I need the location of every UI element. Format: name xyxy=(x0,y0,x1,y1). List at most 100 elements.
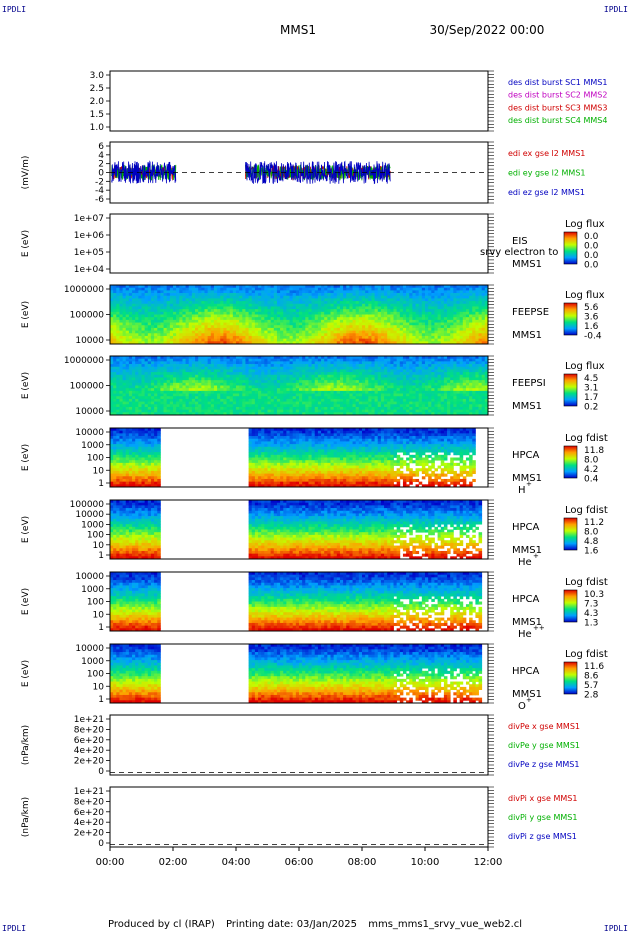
heatmap-cell xyxy=(355,377,360,381)
heatmap-cell xyxy=(447,290,451,294)
heatmap-cell xyxy=(267,327,272,331)
heatmap-cell xyxy=(478,335,483,340)
heatmap-cell xyxy=(384,341,388,345)
heatmap-cell xyxy=(321,327,325,331)
heatmap-cell xyxy=(236,406,240,411)
heatmap-cell xyxy=(286,303,290,307)
heatmap-cell xyxy=(245,335,249,340)
heatmap-cell xyxy=(406,361,410,365)
heatmap-cell xyxy=(258,338,262,342)
heatmap-cell xyxy=(185,301,190,305)
heatmap-cell xyxy=(242,298,246,302)
heatmap-cell xyxy=(484,293,489,297)
heatmap-cell xyxy=(462,322,467,326)
heatmap-cell xyxy=(135,330,139,334)
heatmap-cell xyxy=(236,361,240,365)
heatmap-cell xyxy=(141,341,146,345)
heatmap-cell xyxy=(223,301,227,305)
heatmap-cell xyxy=(125,295,130,299)
heatmap-cell xyxy=(425,338,429,342)
heatmap-cell xyxy=(248,333,253,337)
heatmap-cell xyxy=(119,311,123,315)
heatmap-cell xyxy=(289,385,294,389)
heatmap-cell xyxy=(122,385,127,389)
heatmap-cell xyxy=(321,311,325,315)
heatmap-cell xyxy=(409,396,413,400)
heatmap-cell xyxy=(305,309,309,313)
heatmap-cell xyxy=(267,290,272,294)
heatmap-cell xyxy=(289,338,294,342)
heatmap-cell xyxy=(311,388,316,392)
heatmap-cell xyxy=(440,285,445,289)
heatmap-cell xyxy=(157,382,161,386)
heatmap-cell xyxy=(447,311,451,315)
heatmap-cell xyxy=(163,406,168,411)
heatmap-cell xyxy=(223,382,227,386)
heatmap-cell xyxy=(163,361,168,365)
heatmap-cell xyxy=(377,369,382,373)
heatmap-cell xyxy=(163,298,168,302)
heatmap-cell xyxy=(157,364,161,368)
heatmap-cell xyxy=(283,295,287,299)
heatmap-cell xyxy=(270,409,275,413)
heatmap-cell xyxy=(198,382,202,386)
heatmap-cell xyxy=(245,341,249,345)
heatmap-cell xyxy=(154,287,158,291)
heatmap-cell xyxy=(204,409,209,413)
heatmap-cell xyxy=(191,322,196,326)
heatmap-cell xyxy=(450,341,454,345)
heatmap-cell xyxy=(223,335,227,340)
heatmap-cell xyxy=(144,309,149,313)
heatmap-cell xyxy=(406,306,410,310)
heatmap-cell xyxy=(248,382,253,386)
heatmap-cell xyxy=(182,390,186,394)
heatmap-cell xyxy=(141,311,146,315)
heatmap-cell xyxy=(412,366,416,370)
heatmap-cell xyxy=(289,335,294,340)
heatmap-cell xyxy=(409,366,413,370)
heatmap-cell xyxy=(450,314,454,318)
heatmap-cell xyxy=(415,385,420,389)
heatmap-cell xyxy=(336,369,341,373)
heatmap-cell xyxy=(138,412,142,416)
heatmap-cell xyxy=(412,398,416,402)
heatmap-cell xyxy=(415,338,420,342)
heatmap-cell xyxy=(399,382,404,386)
heatmap-cell xyxy=(163,388,168,392)
heatmap-cell xyxy=(232,364,237,368)
heatmap-cell xyxy=(204,404,209,408)
legend-entry: des dist burst SC4 MMS4 xyxy=(508,116,607,125)
heatmap-cell xyxy=(245,390,249,394)
heatmap-cell xyxy=(276,309,281,313)
heatmap-cell xyxy=(258,325,262,329)
heatmap-cell xyxy=(122,372,127,376)
heatmap-cell xyxy=(472,306,476,310)
heatmap-cell xyxy=(267,293,272,297)
heatmap-cell xyxy=(336,366,341,370)
heatmap-cell xyxy=(384,369,388,373)
heatmap-cell xyxy=(204,380,209,384)
heatmap-cell xyxy=(402,290,407,294)
heatmap-cell xyxy=(223,338,227,342)
heatmap-cell xyxy=(195,406,199,411)
heatmap-cell xyxy=(346,382,350,386)
heatmap-cell xyxy=(154,295,158,299)
heatmap-cell xyxy=(141,404,146,408)
heatmap-cell xyxy=(339,385,344,389)
colorbar xyxy=(563,302,578,336)
heatmap-cell xyxy=(283,369,287,373)
heatmap-cell xyxy=(141,314,146,318)
heatmap-cell xyxy=(437,314,442,318)
heatmap-cell xyxy=(481,287,486,291)
heatmap-cell xyxy=(349,303,353,307)
heatmap-cell xyxy=(122,295,127,299)
heatmap-cell xyxy=(242,382,246,386)
heatmap-cell xyxy=(390,372,394,376)
heatmap-cell xyxy=(352,385,357,389)
heatmap-cell xyxy=(431,333,435,337)
heatmap-cell xyxy=(150,372,155,376)
heatmap-cell xyxy=(412,401,416,405)
heatmap-cell xyxy=(289,298,294,302)
heatmap-cell xyxy=(380,406,385,411)
heatmap-cell xyxy=(317,303,322,307)
